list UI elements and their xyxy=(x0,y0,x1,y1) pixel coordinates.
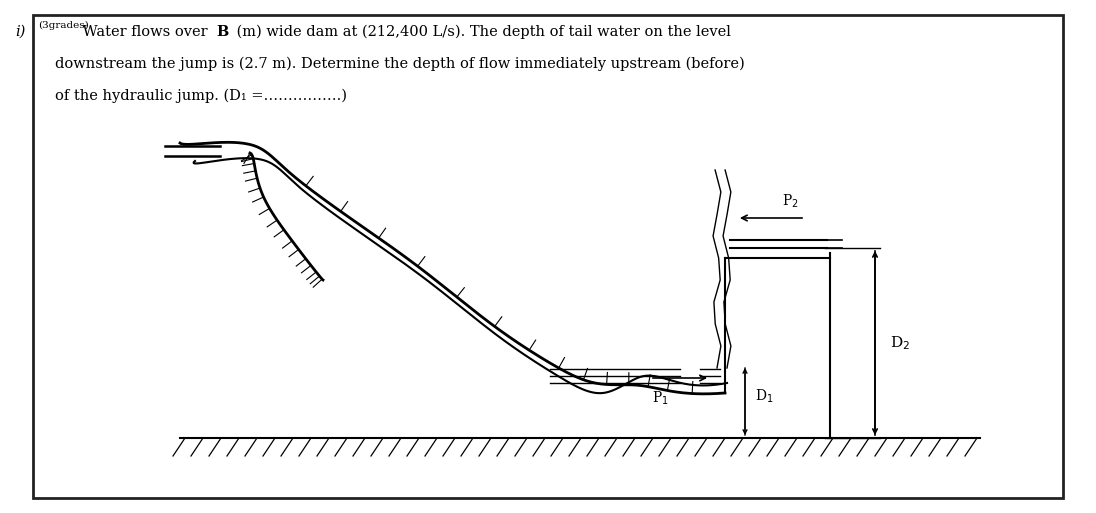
Text: i): i) xyxy=(15,25,25,39)
Text: Water flows over: Water flows over xyxy=(78,25,213,39)
Text: B: B xyxy=(216,25,228,39)
Text: (m) wide dam at (212,400 L/s). The depth of tail water on the level: (m) wide dam at (212,400 L/s). The depth… xyxy=(232,25,731,40)
Text: D$_1$: D$_1$ xyxy=(755,388,774,405)
Text: D$_2$: D$_2$ xyxy=(890,334,910,352)
Text: P$_2$: P$_2$ xyxy=(781,192,798,210)
Text: (3grades): (3grades) xyxy=(38,21,89,30)
Text: of the hydraulic jump. (D₁ =…………….): of the hydraulic jump. (D₁ =…………….) xyxy=(55,89,347,104)
Text: P$_1$: P$_1$ xyxy=(652,390,669,407)
Text: downstream the jump is (2.7 m). Determine the depth of flow immediately upstream: downstream the jump is (2.7 m). Determin… xyxy=(55,57,745,71)
